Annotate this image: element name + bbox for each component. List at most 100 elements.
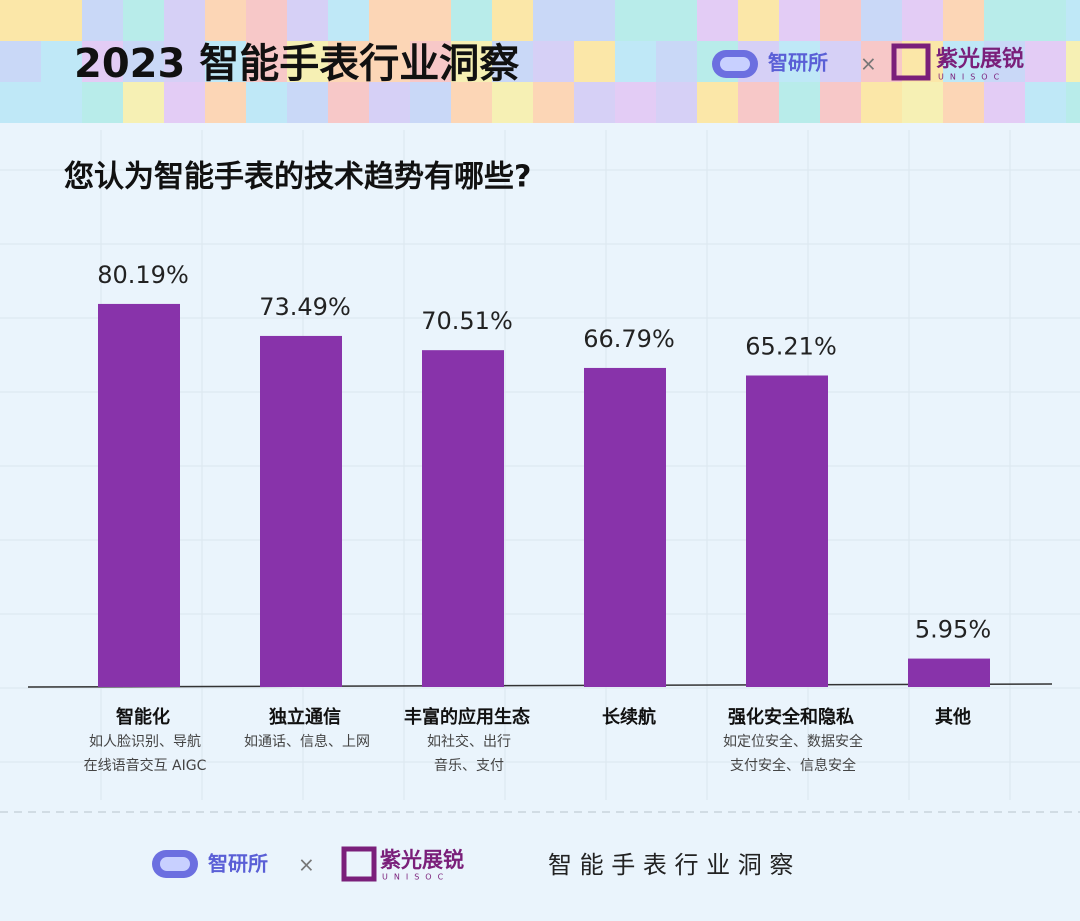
category-note: 在线语音交互 AIGC (84, 757, 207, 774)
logo-icon (720, 57, 750, 71)
times: × (298, 853, 315, 877)
category-label: 强化安全和隐私 (728, 706, 854, 728)
mosaic-tile (902, 0, 943, 41)
mosaic-tile (738, 82, 779, 123)
category-label: 独立通信 (269, 706, 341, 728)
mosaic-tile (861, 0, 902, 41)
mosaic-tile (697, 0, 738, 41)
logo-a: 智研所 (768, 51, 828, 75)
mosaic-tile (41, 41, 82, 82)
mosaic-tile (0, 0, 41, 41)
mosaic-tile (615, 82, 656, 123)
mosaic-tile (287, 41, 328, 82)
mosaic-tile (328, 41, 369, 82)
mosaic-tile (533, 82, 574, 123)
mosaic-tile (820, 82, 861, 123)
header-logos: 智研所 × 紫光展锐 UNISOC (712, 43, 1024, 82)
mosaic-tile (779, 41, 820, 82)
mosaic-tile (615, 41, 656, 82)
category-label: 长续航 (602, 706, 656, 728)
mosaic-tile (328, 0, 369, 41)
mosaic-tile (820, 0, 861, 41)
value-label: 5.95% (915, 616, 991, 644)
logo-icon (891, 43, 931, 81)
chart-title: 您认为智能手表的技术趋势有哪些? (64, 160, 531, 195)
mosaic-tile (82, 0, 123, 41)
logo-a: 智研所 (208, 852, 268, 876)
mosaic-tile (492, 41, 533, 82)
category-note: 音乐、支付 (434, 757, 504, 774)
category-label: 智能化 (116, 706, 170, 728)
mosaic-tile (0, 41, 41, 82)
mosaic-tile (574, 41, 615, 82)
category-note: 如定位安全、数据安全 (723, 733, 863, 750)
bar (746, 375, 828, 687)
logo-b: 紫光展锐 (936, 46, 1024, 72)
logo-icon (160, 857, 190, 871)
mosaic-tile (656, 82, 697, 123)
bar (422, 350, 504, 687)
mosaic-tile (246, 82, 287, 123)
mosaic-tile (943, 41, 984, 82)
times: × (860, 52, 877, 76)
mosaic-tile (410, 41, 451, 82)
page-title: 2023 智能手表行业洞察 (74, 41, 519, 87)
mosaic-tile (861, 82, 902, 123)
mosaic-tile (656, 0, 697, 41)
mosaic-tile (123, 0, 164, 41)
mosaic-tile (287, 82, 328, 123)
bar (98, 303, 180, 687)
mosaic-tile (574, 82, 615, 123)
mosaic-tile (615, 0, 656, 41)
mosaic-tile (656, 41, 697, 82)
mosaic-tile (943, 82, 984, 123)
mosaic-tile (451, 82, 492, 123)
mosaic-tile (82, 82, 123, 123)
mosaic-tile (164, 0, 205, 41)
mosaic-tile (369, 41, 410, 82)
mosaic-tile (205, 41, 246, 82)
mosaic-tile (574, 0, 615, 41)
mosaic-tile (779, 82, 820, 123)
mosaic-tile (287, 0, 328, 41)
mosaic-tile (1025, 41, 1066, 82)
bar (260, 335, 342, 687)
mosaic-tile (328, 82, 369, 123)
mosaic-tile (902, 82, 943, 123)
logo-b: 紫光展锐 (380, 848, 464, 872)
bar (584, 367, 666, 687)
mosaic-tile (123, 41, 164, 82)
mosaic-tile (164, 41, 205, 82)
mosaic-tile (984, 41, 1025, 82)
category-label: 丰富的应用生态 (404, 706, 530, 728)
mosaic-tile (492, 82, 533, 123)
mosaic-tile (369, 82, 410, 123)
mosaic-tile (533, 0, 574, 41)
mosaic-tile (451, 0, 492, 41)
mosaic-tile (123, 82, 164, 123)
mosaic-tile (1066, 82, 1080, 123)
mosaic-tile (820, 41, 861, 82)
value-label: 70.51% (421, 307, 513, 335)
baseline (27, 683, 1053, 688)
logo-b-sub: UNISOC (938, 73, 1005, 82)
mosaic-tile (738, 0, 779, 41)
mosaic-tile (410, 82, 451, 123)
mosaic-tile (205, 0, 246, 41)
category-note: 支付安全、信息安全 (730, 757, 856, 774)
logo-icon (341, 846, 377, 882)
tagline: 智 能 手 表 行 业 洞 察 (548, 851, 793, 879)
mosaic-tile (41, 0, 82, 41)
mosaic-tile (246, 0, 287, 41)
bar (908, 658, 990, 687)
value-label: 80.19% (97, 261, 189, 289)
value-label: 66.79% (583, 325, 675, 353)
mosaic-tile (533, 41, 574, 82)
logo-b-sub: UNISOC (382, 873, 449, 882)
mosaic-tile (82, 41, 123, 82)
mosaic-tile (1025, 82, 1066, 123)
value-label: 65.21% (745, 332, 837, 360)
category-note: 如人脸识别、导航 (89, 734, 201, 750)
mosaic-tile (1066, 41, 1080, 82)
